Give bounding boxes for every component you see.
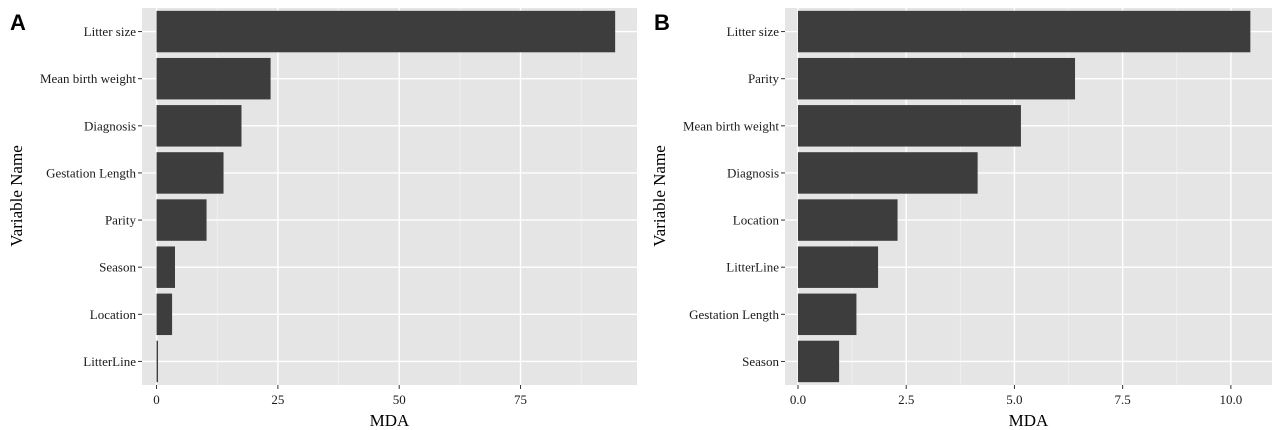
y-tick-label: Season bbox=[99, 260, 136, 275]
x-tick-label: 2.5 bbox=[898, 392, 914, 407]
bar bbox=[797, 340, 840, 383]
y-tick-label: Diagnosis bbox=[727, 165, 779, 180]
bar bbox=[797, 246, 879, 288]
bar bbox=[156, 152, 224, 194]
y-tick-label: Location bbox=[90, 307, 137, 322]
y-tick-label: Mean birth weight bbox=[40, 71, 136, 86]
x-tick-label: 50 bbox=[393, 392, 406, 407]
x-tick-label: 10.0 bbox=[1220, 392, 1243, 407]
bars-b bbox=[797, 10, 1251, 383]
x-tick-label: 75 bbox=[514, 392, 527, 407]
x-tick-label: 5.0 bbox=[1006, 392, 1022, 407]
bar bbox=[156, 105, 242, 147]
y-tick-label: Location bbox=[733, 213, 780, 228]
y-tick-label: Gestation Length bbox=[689, 307, 779, 322]
y-tick-label: Litter size bbox=[727, 24, 780, 39]
chart-panel-a: A Litter size Mean birth weight Diagnosis G… bbox=[7, 8, 637, 430]
bar bbox=[797, 199, 898, 241]
bar bbox=[797, 10, 1251, 53]
x-tick-label: 0 bbox=[153, 392, 160, 407]
bar bbox=[156, 199, 207, 241]
bar bbox=[156, 57, 271, 100]
y-tick-label: Litter size bbox=[84, 24, 137, 39]
bar bbox=[156, 10, 616, 53]
bar bbox=[797, 293, 857, 336]
x-tick-labels-b: 0.0 2.5 5.0 7.5 10.0 bbox=[790, 385, 1242, 407]
x-tick-label: 7.5 bbox=[1115, 392, 1131, 407]
bars-a bbox=[156, 10, 616, 383]
y-tick-label: Diagnosis bbox=[84, 118, 136, 133]
x-axis-title-b: MDA bbox=[1009, 411, 1049, 430]
x-tick-label: 25 bbox=[271, 392, 284, 407]
x-axis-title-a: MDA bbox=[370, 411, 410, 430]
panel-label-a: A bbox=[10, 10, 26, 35]
panel-label-b: B bbox=[654, 10, 670, 35]
x-tick-labels-a: 0 25 50 75 bbox=[153, 385, 527, 407]
y-tick-labels-a: Litter size Mean birth weight Diagnosis Ges… bbox=[40, 24, 142, 369]
y-tick-label: Gestation Length bbox=[46, 165, 136, 180]
y-tick-label: Season bbox=[742, 354, 779, 369]
bar bbox=[156, 293, 173, 336]
y-tick-label: Mean birth weight bbox=[683, 118, 779, 133]
bar bbox=[797, 105, 1021, 147]
chart-panel-b: B Litter size Parity Mean birth weight Diag… bbox=[650, 8, 1272, 430]
y-tick-label: Parity bbox=[105, 213, 137, 228]
y-axis-title-a: Variable Name bbox=[7, 145, 26, 246]
y-tick-labels-b: Litter size Parity Mean birth weight Diagno… bbox=[683, 24, 785, 369]
bar bbox=[797, 57, 1076, 100]
y-tick-label: Parity bbox=[748, 71, 780, 86]
x-tick-label: 0.0 bbox=[790, 392, 806, 407]
bar bbox=[156, 340, 159, 383]
bar bbox=[156, 246, 175, 288]
y-tick-label: LitterLine bbox=[726, 260, 779, 275]
y-tick-label: LitterLine bbox=[83, 354, 136, 369]
y-axis-title-b: Variable Name bbox=[650, 145, 669, 246]
bar bbox=[797, 152, 978, 194]
